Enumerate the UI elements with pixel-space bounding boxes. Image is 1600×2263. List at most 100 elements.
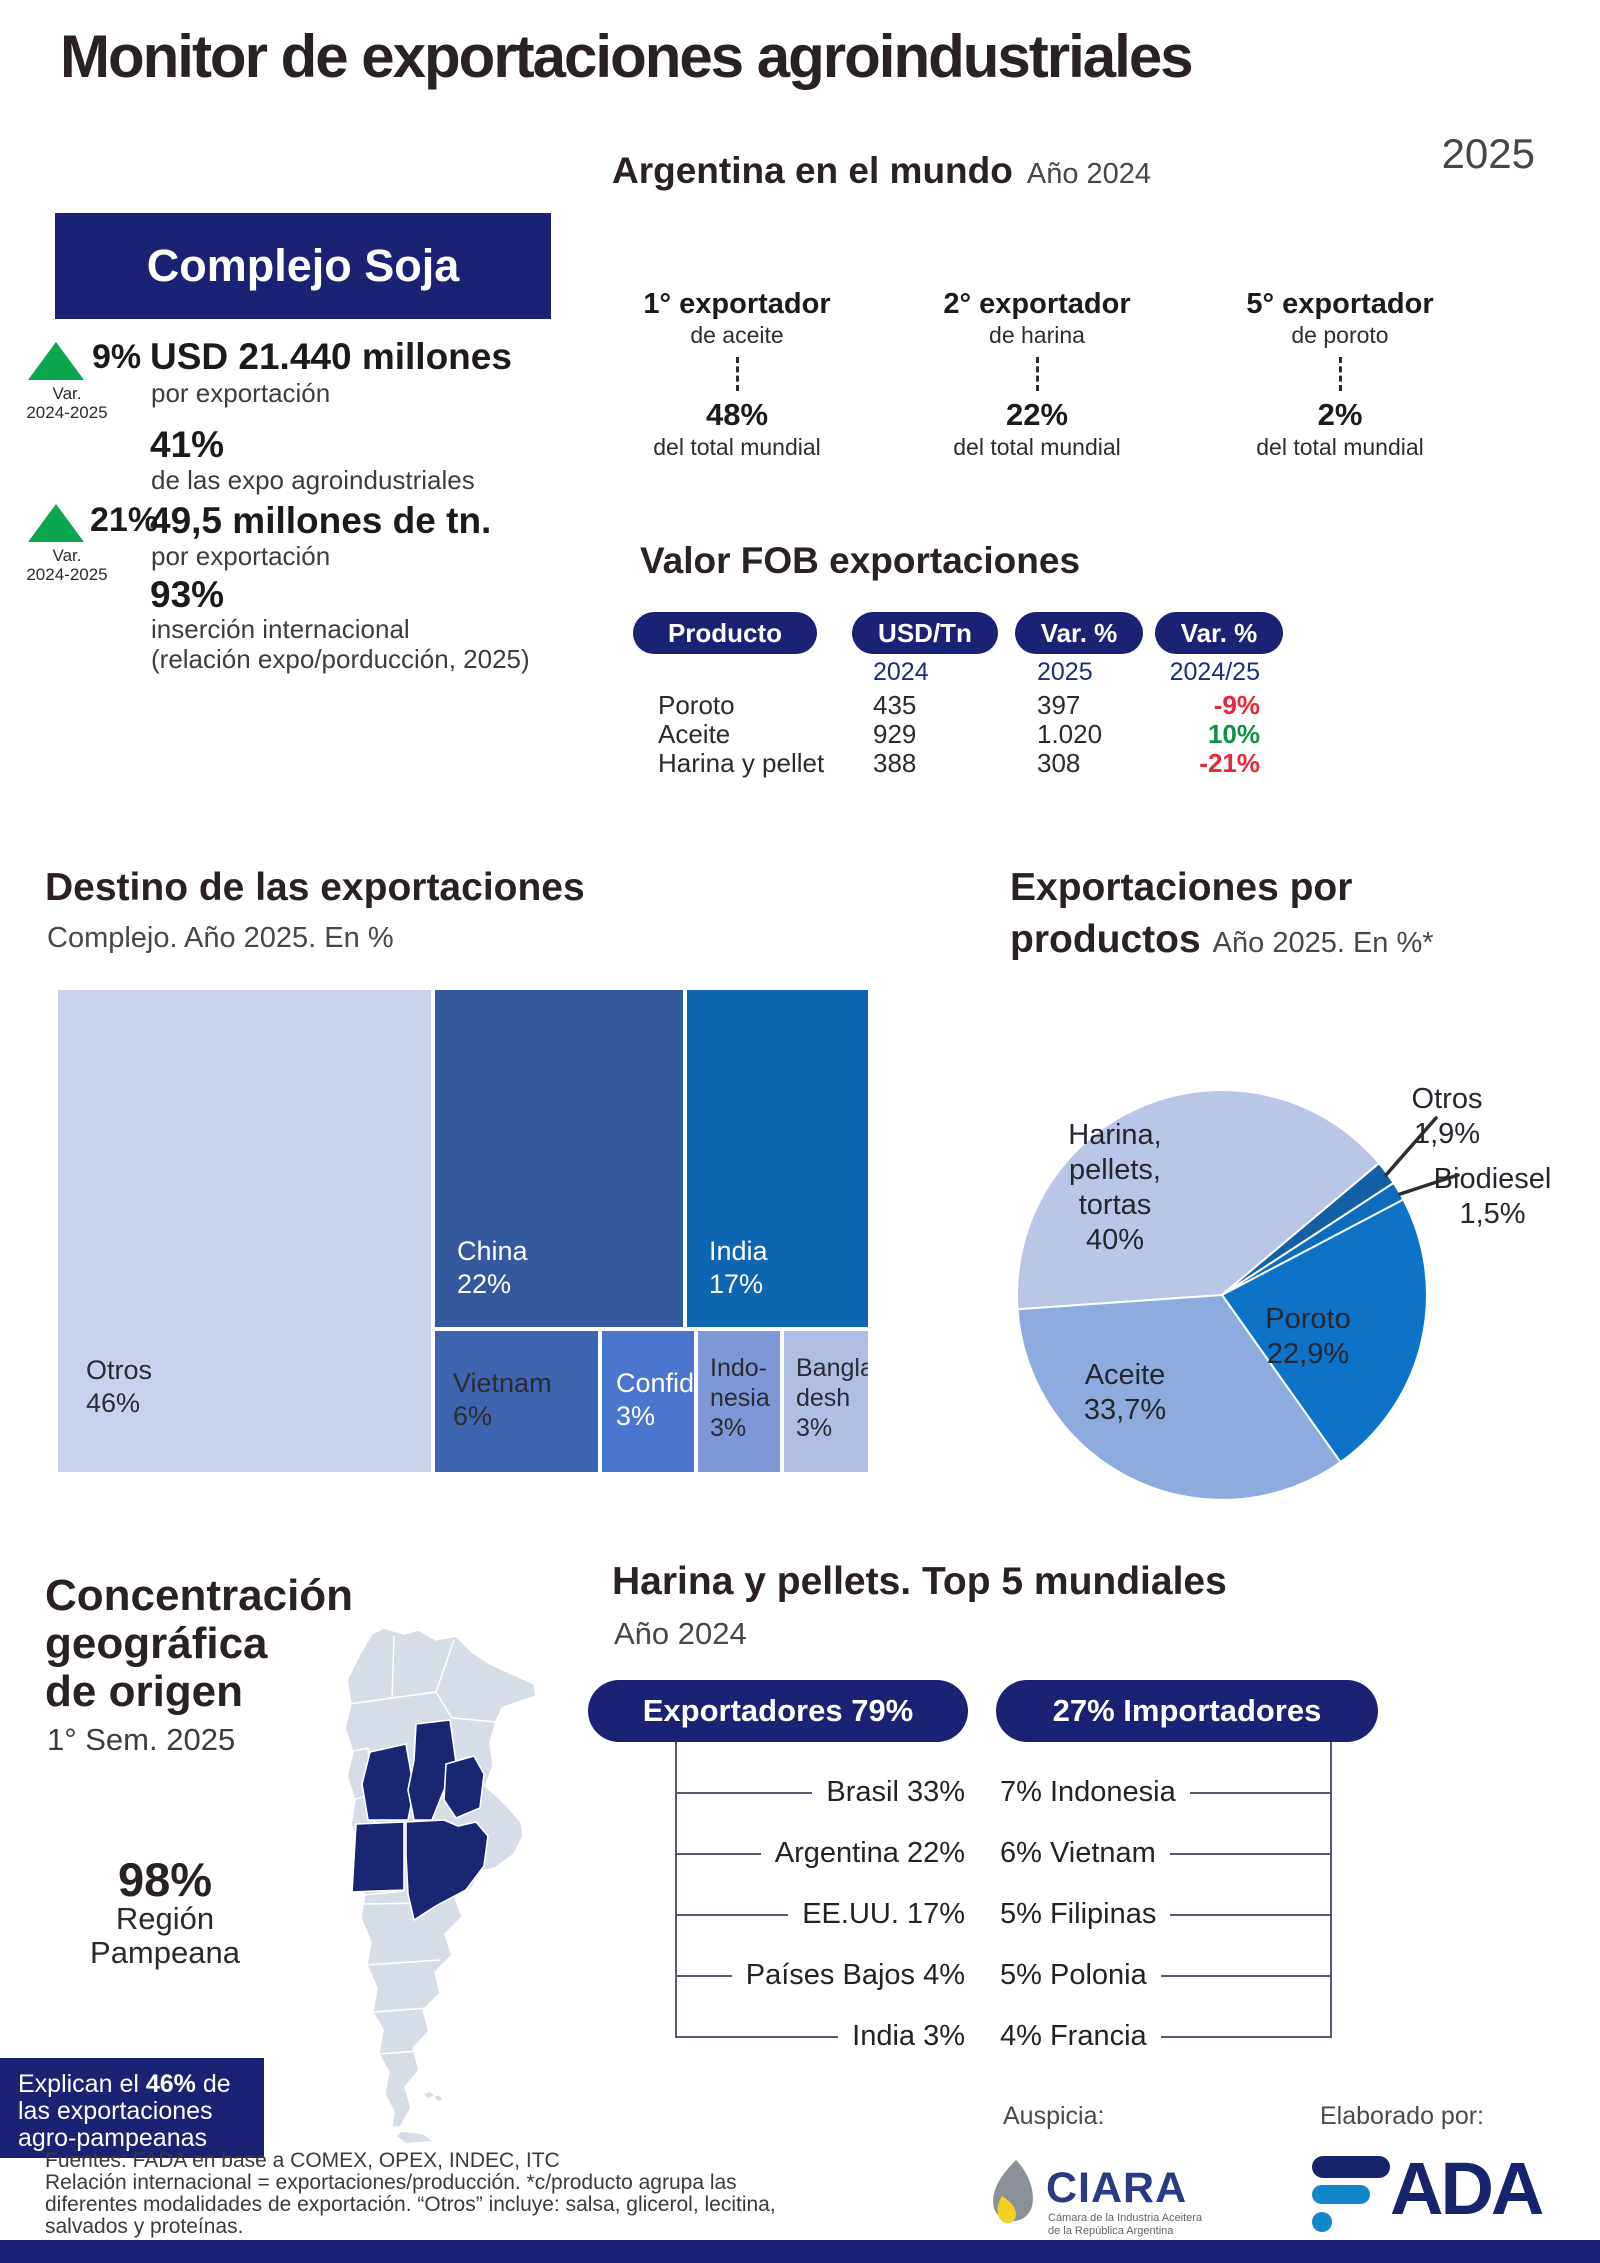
exporter-entry: Brasil 33% [826,1776,965,1808]
pie-chart-products [1000,1070,1580,1520]
pie-label-otros: Otros 1,9% [1411,1083,1483,1150]
cell-fill [435,990,683,1327]
treemap-destinations: Otros 46% China 22% India 17% Vietnam 6%… [58,990,868,1472]
cell-fill [687,990,868,1327]
exporters-connector-line [675,1742,677,2038]
tick-line [1170,1913,1330,1916]
destino-title: Destino de las exportaciones [45,866,585,909]
treemap-cell-indonesia: Indo- nesia 3% [698,1331,780,1472]
complex-label: Complejo Soja [146,240,460,291]
cell-fill [784,1331,868,1472]
map-tierra-del-fuego [397,2132,432,2143]
map-pampeana-region [351,1719,489,1922]
mundo-title: Argentina en el mundo [612,150,1013,191]
list-item: 5% Polonia [1000,1945,1330,2006]
stat-value: 41% [150,424,225,465]
table-cell-2025: 397 [1037,690,1081,720]
list-item: 7% Indonesia [1000,1762,1330,1823]
top5-subtitle: Año 2024 [614,1616,747,1651]
table-cell-2025: 1.020 [1037,719,1103,749]
fob-title: Valor FOB exportaciones [640,540,1081,581]
treemap-cell-vietnam: Vietnam 6% [435,1331,598,1472]
productos-title: Exportaciones por productos Año 2025. En … [1010,866,1570,962]
exporter-entry: India 3% [852,2020,965,2052]
importers-connector-line [1330,1742,1332,2038]
productos-title-line1: Exportaciones por [1010,866,1353,909]
stat-delta: 9% [92,338,142,376]
callout-lines [1384,1116,1460,1196]
dashed-connector [1035,357,1039,391]
exporter-entry: Países Bajos 4% [745,1959,965,1991]
subheader-2024: 2024 [873,658,929,686]
tick-line [1160,1974,1330,1977]
productos-subtitle: Año 2025. En %* [1212,927,1434,959]
rank-caption: del total mundial [653,434,821,460]
rank-label: 2° exportador [943,288,1131,320]
list-item: Brasil 33% [675,1762,965,1823]
ciara-drop-icon [993,2160,1033,2224]
stat-caption: por exportación [151,378,331,408]
list-item: Argentina 22% [675,1823,965,1884]
rank-product: de aceite [690,322,784,348]
stat-caption: por exportación [151,541,331,571]
cell-label: China 22% [457,1236,528,1299]
stat-value: USD 21.440 millones [150,336,512,377]
list-item: 4% Francia [1000,2006,1330,2067]
fada-f-icon [1312,2156,1390,2232]
subheader-change: 2024/25 [1169,658,1260,686]
dashed-connector [1338,357,1342,391]
table-cell-2024: 435 [873,690,917,720]
treemap-cell-bangladesh: Bangla- desh 3% [784,1331,868,1472]
exporter-rank-col: 2° exportador de harina 22% del total mu… [907,288,1167,461]
tick-line [675,1913,789,1916]
treemap-cell-confid: Confid. 3% [602,1331,694,1472]
productos-title-line2: productos [1010,918,1201,961]
pie-label-biodiesel: Biodiesel 1,5% [1433,1163,1552,1230]
importer-entry: 5% Polonia [1000,1959,1147,1991]
tick-line [1169,1852,1330,1855]
argentina-map [344,1627,537,2143]
list-item: EE.UU. 17% [675,1884,965,1945]
tick-line [1189,1791,1330,1794]
rank-product: de poroto [1291,322,1389,348]
tick-line [675,1974,732,1977]
triangle-up-icon [28,342,84,380]
stat-var-note: Var. 2024-2025 [26,546,108,584]
exporters-list: Brasil 33% Argentina 22% EE.UU. 17% País… [675,1762,965,2067]
cell-fill [698,1331,780,1472]
table-cell-var: -21% [1199,748,1260,778]
origen-region: Región Pampeana [90,1901,240,1970]
stat-delta: 21% [90,501,159,539]
ciara-logo-text: CIARA [1046,2164,1188,2212]
col-header-var-2025: Var. % [1015,612,1143,654]
pie-label-poroto: Poroto 22,9% [1265,1303,1351,1370]
origen-share: 98% [117,1853,213,1906]
exporter-entry: EE.UU. 17% [802,1898,965,1930]
dashed-connector [735,357,739,391]
treemap-cell-china: China 22% [435,990,683,1327]
destino-subtitle: Complejo. Año 2025. En % [47,922,394,954]
page-title: Monitor de exportaciones agroindustriale… [60,23,1194,90]
top5-title: Harina y pellets. Top 5 mundiales [612,1560,1227,1603]
exporter-rank-col: 1° exportador de aceite 48% del total mu… [607,288,867,461]
subheader-2025: 2025 [1037,658,1093,686]
rank-label: 1° exportador [643,288,831,320]
rank-share: 22% [1005,397,1069,432]
table-cell-2024: 388 [873,748,917,778]
section-mundo-title: Argentina en el mundo Año 2024 [612,150,1151,192]
list-item: 5% Filipinas [1000,1884,1330,1945]
cell-label: Indo- nesia 3% [710,1354,770,1442]
col-header-producto: Producto [633,612,817,654]
treemap-cell-otros: Otros 46% [58,990,431,1472]
note-post: de las exportaciones agro-pampeanas [18,2070,231,2152]
tick-line [675,1791,813,1794]
pie-label-harina: Harina, pellets, tortas 40% [1068,1119,1162,1256]
table-cell-var: 10% [1207,719,1260,749]
stat-value: 49,5 millones de tn. [150,500,492,541]
rank-share: 2% [1317,397,1363,432]
pie-label-aceite: Aceite 33,7% [1083,1359,1167,1426]
auspicia-label: Auspicia: [1003,2102,1105,2130]
importers-pill: 27% Importadores [996,1680,1378,1742]
cell-fill [435,1331,598,1472]
